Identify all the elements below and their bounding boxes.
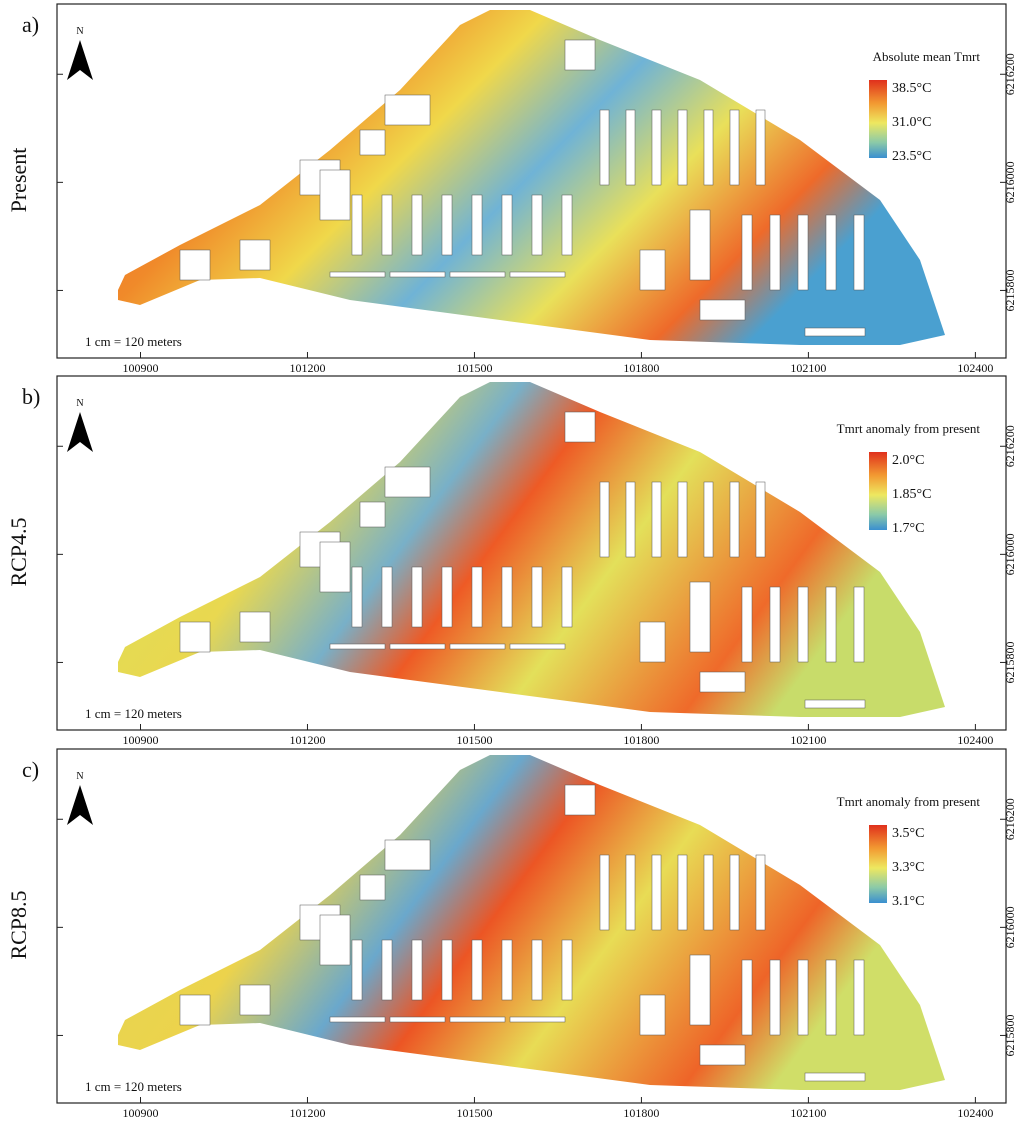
y-tick-label: 6216000 [1003, 533, 1017, 575]
scenario-label: RCP8.5 [6, 890, 31, 959]
x-tick-label: 101200 [289, 361, 325, 375]
panel: c) RCP8.5 N 1 cm = 120 meters Tmrt anomaly f… [6, 749, 1017, 1120]
map-raster [118, 382, 945, 717]
x-tick-label: 101500 [456, 361, 492, 375]
north-label: N [76, 771, 83, 782]
legend-label: 38.5°C [892, 81, 931, 96]
x-tick-label: 100900 [122, 1106, 158, 1120]
x-tick-label: 100900 [122, 361, 158, 375]
north-label: N [76, 26, 83, 37]
legend-label: 3.3°C [892, 860, 924, 875]
x-tick-label: 102400 [957, 361, 993, 375]
legend-label: 1.85°C [892, 487, 931, 502]
y-tick-label: 6216000 [1003, 906, 1017, 948]
legend-label: 31.0°C [892, 115, 931, 130]
legend-colorbar [869, 80, 887, 158]
north-label: N [76, 398, 83, 409]
x-tick-label: 101200 [289, 1106, 325, 1120]
panel: a) Present N 1 cm = 120 meters Absolute mean… [6, 4, 1017, 375]
legend-label: 23.5°C [892, 149, 931, 164]
legend-label: 3.1°C [892, 894, 924, 909]
y-tick-label: 6215800 [1003, 641, 1017, 683]
scenario-label: Present [6, 148, 31, 213]
north-arrow [67, 412, 93, 452]
map-raster [118, 10, 945, 345]
map-raster [118, 755, 945, 1090]
x-tick-label: 101800 [623, 733, 659, 747]
x-tick-label: 101800 [623, 1106, 659, 1120]
x-tick-label: 102400 [957, 1106, 993, 1120]
legend-title: Absolute mean Tmrt [873, 49, 981, 64]
scale-text: 1 cm = 120 meters [85, 334, 182, 349]
y-tick-label: 6216000 [1003, 161, 1017, 203]
x-tick-label: 102100 [790, 361, 826, 375]
panel-label: a) [22, 12, 39, 37]
x-tick-label: 101200 [289, 733, 325, 747]
y-tick-label: 6215800 [1003, 1014, 1017, 1056]
legend-label: 3.5°C [892, 826, 924, 841]
y-tick-label: 6216200 [1003, 798, 1017, 840]
panel-label: c) [22, 757, 39, 782]
legend-label: 1.7°C [892, 521, 924, 536]
x-tick-label: 102100 [790, 1106, 826, 1120]
figure: a) Present N 1 cm = 120 meters Absolute mean… [0, 0, 1017, 1120]
x-tick-label: 102400 [957, 733, 993, 747]
x-tick-label: 102100 [790, 733, 826, 747]
legend-colorbar [869, 825, 887, 903]
x-tick-label: 101800 [623, 361, 659, 375]
legend-colorbar [869, 452, 887, 530]
y-tick-label: 6216200 [1003, 53, 1017, 95]
legend-title: Tmrt anomaly from present [837, 421, 981, 436]
x-tick-label: 101500 [456, 1106, 492, 1120]
x-tick-label: 100900 [122, 733, 158, 747]
scenario-label: RCP4.5 [6, 517, 31, 586]
x-tick-label: 101500 [456, 733, 492, 747]
scale-text: 1 cm = 120 meters [85, 706, 182, 721]
y-tick-label: 6215800 [1003, 269, 1017, 311]
north-arrow [67, 40, 93, 80]
north-arrow [67, 785, 93, 825]
legend-title: Tmrt anomaly from present [837, 794, 981, 809]
panel-label: b) [22, 384, 40, 409]
y-tick-label: 6216200 [1003, 425, 1017, 467]
legend-label: 2.0°C [892, 453, 924, 468]
panels: a) Present N 1 cm = 120 meters Absolute mean… [6, 4, 1017, 1120]
scale-text: 1 cm = 120 meters [85, 1079, 182, 1094]
panel: b) RCP4.5 N 1 cm = 120 meters Tmrt anomaly f… [6, 376, 1017, 747]
